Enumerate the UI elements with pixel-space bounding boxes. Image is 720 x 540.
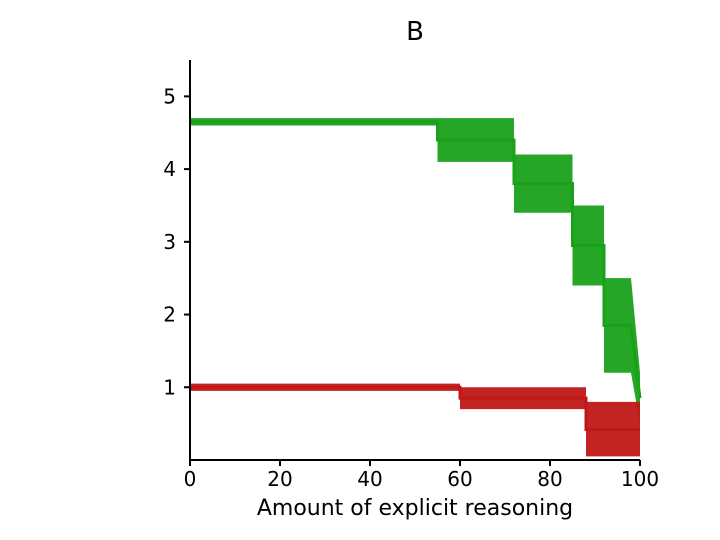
x-tick-label: 0 [184,467,197,491]
chart-title: B [406,17,424,47]
y-tick-label: 1 [163,375,176,399]
x-tick-label: 60 [447,467,472,491]
y-tick-label: 5 [163,84,176,108]
y-tick-label: 4 [163,157,176,181]
y-tick-label: 3 [163,230,176,254]
x-tick-label: 20 [267,467,292,491]
x-tick-label: 40 [357,467,382,491]
chart-svg: 0 20 40 60 80 100 1 2 3 4 5 Amount of explicit reas… [0,0,720,540]
chart-container: 0 20 40 60 80 100 1 2 3 4 5 Amount of explicit reas… [0,0,720,540]
x-tick-label: 100 [621,467,659,491]
x-axis-label: Amount of explicit reasoning [257,496,573,521]
y-tick-label: 2 [163,303,176,327]
x-tick-label: 80 [537,467,562,491]
